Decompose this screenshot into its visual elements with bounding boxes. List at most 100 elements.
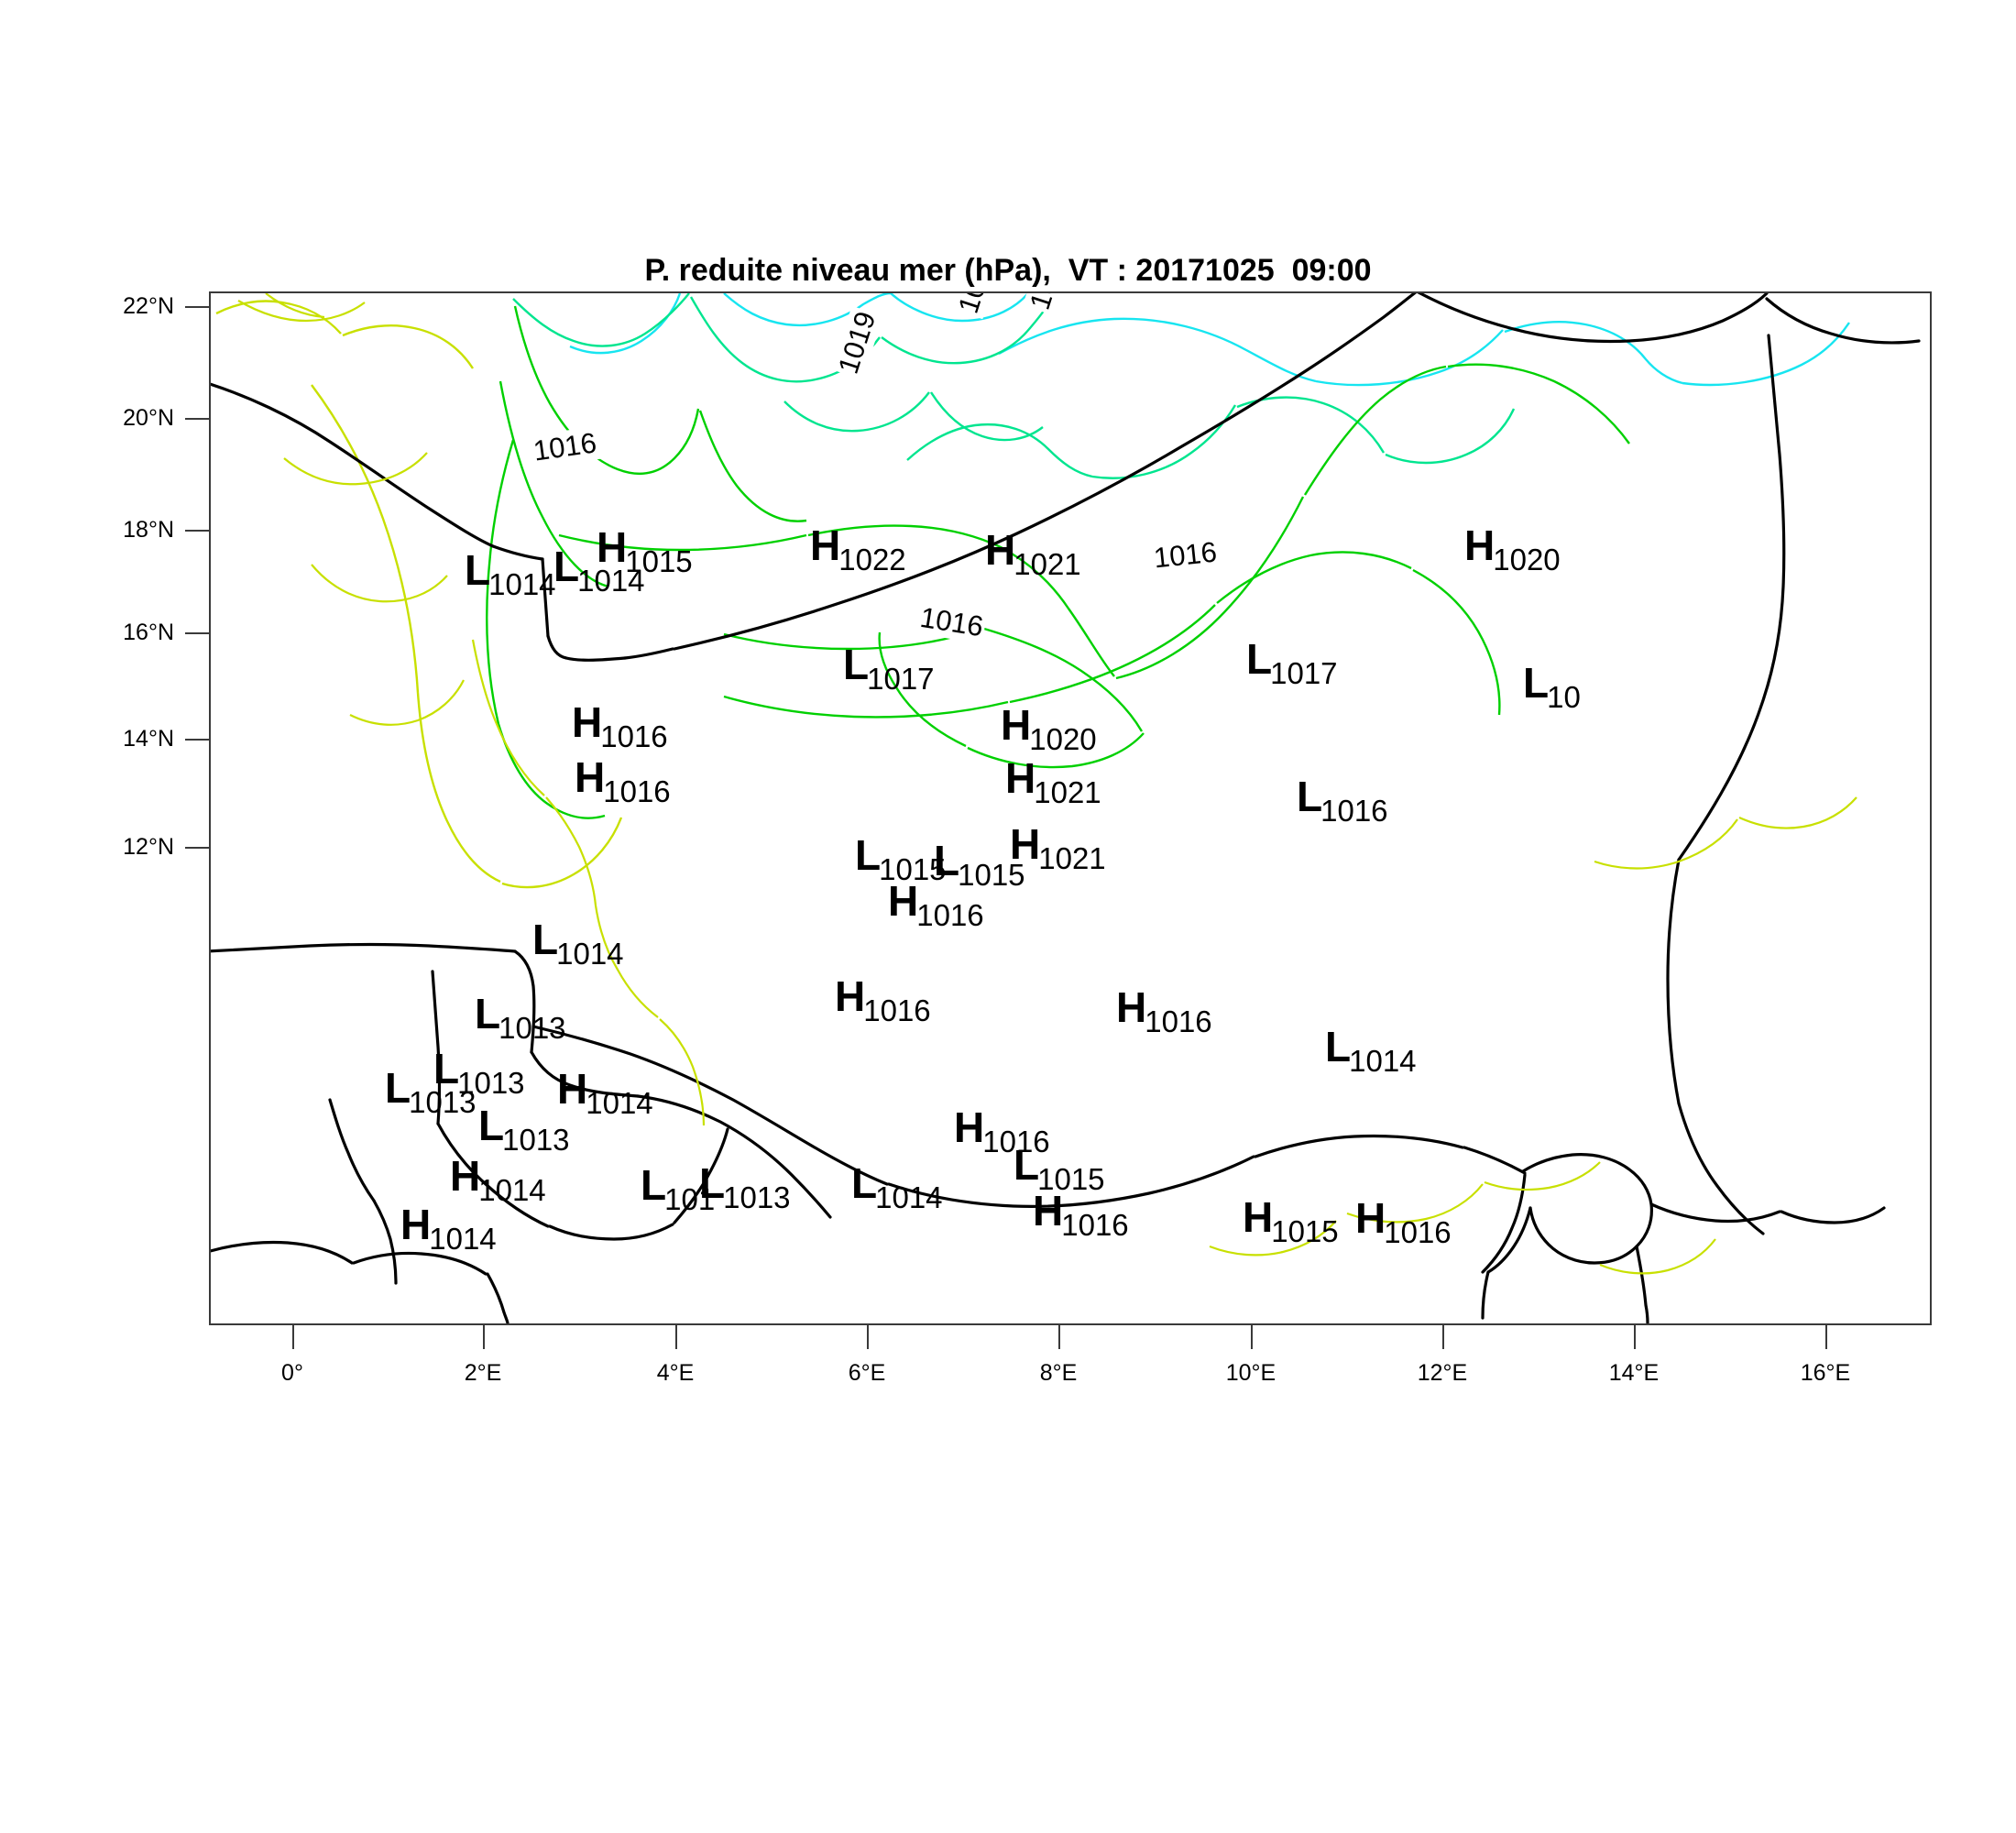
pressure-centre-marker: H1016 (835, 972, 933, 1026)
border-nigeria-niger-east (636, 1094, 832, 1219)
isobar-1016-band-ne (1115, 496, 1305, 680)
pressure-value: 1021 (1034, 775, 1101, 809)
pressure-value: 1021 (1013, 547, 1081, 581)
pressure-centre-marker: H1015 (597, 526, 695, 576)
high-symbol: H (572, 698, 603, 746)
low-symbol: L (843, 641, 870, 688)
border-mali-mauritania-step (546, 634, 627, 662)
isobar-cyan-ne-blob (1315, 329, 1504, 387)
isobar-1016-long-south (723, 695, 1009, 719)
map-plot-area[interactable]: 1019 1019 1019 1016 1016 1016 L1014 L101… (209, 291, 1932, 1325)
terrain-sw-blob (349, 679, 465, 726)
pressure-value: 1014 (488, 567, 556, 601)
border-niger-nigeria-long (531, 1025, 889, 1186)
pressure-value: 1015 (1271, 1214, 1339, 1248)
y-tick-label-22n: 22°N (123, 293, 174, 319)
border-benin-niger-lower (436, 1122, 550, 1228)
low-symbol: L (433, 1045, 460, 1092)
terrain-niger-river3 (594, 905, 659, 1018)
terrain-sw-blob2 (311, 564, 448, 603)
isobar-1019-spring-4 (783, 391, 930, 433)
coastline-ghana-north (211, 1240, 354, 1265)
terrain-niger-delta (659, 1018, 706, 1126)
isobar-1016-ne-tail (1447, 363, 1630, 445)
pressure-value: 1017 (867, 662, 935, 696)
pressure-centre-marker: H1015 (1243, 1196, 1341, 1246)
x-tick-10e (1251, 1325, 1253, 1349)
pressure-value: 1014 (586, 1086, 653, 1120)
pressure-centre-marker: H1014 (450, 1152, 548, 1205)
pressure-value: 1014 (478, 1173, 546, 1207)
high-symbol: H (575, 753, 606, 801)
isobar-1016-band-long (1011, 552, 1115, 677)
low-symbol: L (851, 1159, 878, 1207)
border-chad-sudan (1677, 334, 1786, 862)
pressure-value: 1013 (723, 1180, 791, 1214)
high-symbol: H (810, 521, 841, 569)
terrain-sw-blob3 (283, 452, 428, 486)
pressure-centre-marker: H1021 (1010, 823, 1108, 873)
border-benin-bend2 (548, 1223, 674, 1241)
border-nigeria-west-lower (486, 1272, 509, 1323)
terrain-niger-river (471, 639, 545, 796)
isobar-yellow-mid (501, 817, 623, 889)
border-chad-car (1677, 1102, 1765, 1235)
border-niger-nigeria-long2 (887, 1155, 1255, 1208)
terrain-se-detail2 (1484, 1161, 1601, 1191)
y-tick-18n (185, 530, 209, 532)
high-symbol: H (450, 1152, 481, 1200)
pressure-value: 1014 (875, 1180, 943, 1214)
pressure-value: 1013 (499, 1011, 566, 1045)
pressure-centre-marker: H1022 (810, 521, 908, 575)
terrain-nw-2 (265, 293, 325, 319)
y-tick-22n (185, 306, 209, 308)
low-symbol: L (478, 1102, 505, 1149)
pressure-centre-marker: H1021 (1005, 757, 1103, 807)
x-tick-16e (1825, 1325, 1827, 1349)
high-symbol: H (1355, 1194, 1386, 1242)
isobar-1019-ne-2 (1385, 408, 1516, 465)
coastline-lake-chad (1521, 1153, 1653, 1265)
isobar-1016-band-ne2 (1303, 365, 1447, 496)
pressure-value: 1016 (863, 993, 931, 1027)
pressure-centre-marker: H1016 (888, 880, 986, 930)
pressure-value: 1013 (409, 1085, 477, 1119)
isobar-1014-yellow-nw (215, 300, 342, 335)
x-tick-2e (483, 1325, 485, 1349)
x-tick-12e (1442, 1325, 1444, 1349)
border-togo-ghana (372, 1199, 398, 1285)
pressure-centre-marker: H1016 (954, 1106, 1052, 1157)
isobar-1016-lobe-top (723, 627, 983, 651)
pressure-centre-marker: L10 (1523, 662, 1583, 712)
high-symbol: H (557, 1065, 588, 1113)
border-cameroon-chad (1635, 1245, 1649, 1323)
pressure-centre-marker: H1014 (400, 1201, 499, 1254)
low-symbol: L (1246, 635, 1273, 683)
high-symbol: H (835, 972, 866, 1020)
x-tick-label-0: 0° (281, 1360, 303, 1386)
isobar-1016-lobe-left (878, 631, 967, 748)
pressure-value: 1021 (1038, 841, 1106, 875)
pressure-value: 1020 (1493, 543, 1561, 576)
x-tick-label-6e: 6°E (848, 1360, 886, 1386)
high-symbol: H (1464, 521, 1496, 569)
pressure-centre-marker: L1015 (855, 831, 948, 884)
isobar-cyan-north-arc (998, 317, 1317, 383)
pressure-value: 1015 (879, 852, 947, 886)
y-tick-12n (185, 847, 209, 849)
isobar-1016-lobe-bot (967, 732, 1145, 769)
low-symbol: L (385, 1064, 411, 1112)
border-niger-north-vertical (541, 557, 550, 638)
pressure-value: 1016 (916, 898, 984, 932)
high-symbol: H (400, 1201, 432, 1248)
isobar-1019-spring (512, 293, 690, 347)
pressure-value: 1015 (625, 544, 693, 578)
pressure-value: 1015 (1037, 1162, 1105, 1196)
border-chad-sudan-2 (1666, 858, 1681, 1105)
y-tick-20n (185, 418, 209, 420)
low-symbol: L (855, 831, 882, 879)
border-chad-libya-east (1765, 297, 1921, 345)
coastline-lake-chad-east (1649, 1202, 1781, 1224)
pressure-value: 1013 (502, 1123, 570, 1157)
